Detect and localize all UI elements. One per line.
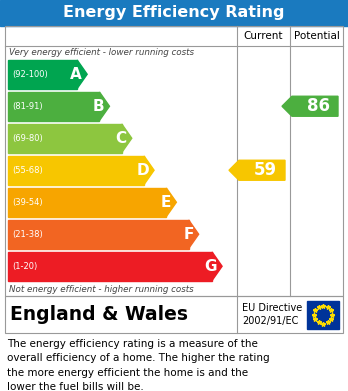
Bar: [8, 252, 212, 280]
Bar: [8, 124, 122, 152]
Polygon shape: [100, 92, 110, 120]
Bar: [8, 188, 166, 217]
Text: Not energy efficient - higher running costs: Not energy efficient - higher running co…: [9, 285, 193, 294]
Text: (69-80): (69-80): [12, 134, 43, 143]
Polygon shape: [282, 96, 338, 116]
Text: EU Directive
2002/91/EC: EU Directive 2002/91/EC: [242, 303, 302, 326]
Text: 86: 86: [307, 97, 330, 115]
Text: Energy Efficiency Rating: Energy Efficiency Rating: [63, 5, 285, 20]
Text: The energy efficiency rating is a measure of the
overall efficiency of a home. T: The energy efficiency rating is a measur…: [7, 339, 270, 391]
Polygon shape: [212, 252, 222, 280]
Bar: [0, 0, 348, 26]
Bar: [5, 26, 343, 296]
Polygon shape: [77, 60, 87, 88]
Text: (81-91): (81-91): [12, 102, 42, 111]
Text: (39-54): (39-54): [12, 198, 42, 207]
Text: (1-20): (1-20): [12, 262, 37, 271]
Polygon shape: [122, 124, 132, 152]
Text: Potential: Potential: [294, 31, 339, 41]
Text: C: C: [116, 131, 127, 146]
Text: F: F: [183, 227, 194, 242]
Text: A: A: [70, 67, 82, 82]
Text: 59: 59: [253, 161, 277, 179]
Text: G: G: [205, 259, 217, 274]
Text: B: B: [93, 99, 104, 114]
Text: E: E: [161, 195, 171, 210]
Text: England & Wales: England & Wales: [10, 305, 188, 324]
Polygon shape: [189, 220, 199, 249]
Text: (92-100): (92-100): [12, 70, 48, 79]
Text: Very energy efficient - lower running costs: Very energy efficient - lower running co…: [9, 48, 194, 57]
Polygon shape: [166, 188, 176, 217]
Text: (55-68): (55-68): [12, 166, 43, 175]
Text: (21-38): (21-38): [12, 230, 43, 239]
Bar: [5, 296, 343, 333]
Bar: [8, 60, 77, 88]
Bar: [8, 220, 189, 249]
Text: D: D: [136, 163, 149, 178]
Bar: [8, 156, 144, 185]
Bar: [8, 92, 100, 120]
Polygon shape: [229, 160, 285, 180]
Text: Current: Current: [244, 31, 283, 41]
Polygon shape: [144, 156, 154, 185]
Bar: [307, 301, 339, 328]
